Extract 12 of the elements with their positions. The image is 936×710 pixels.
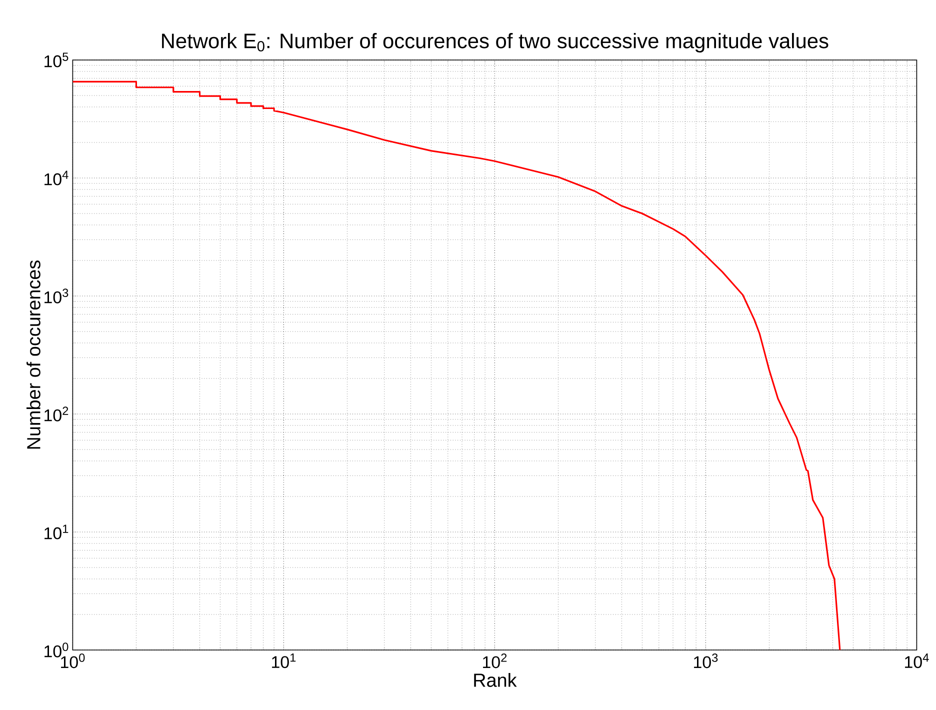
y-tick-label: 10$^{1}$	[44, 524, 68, 540]
y-tick-label: 10$^{3}$	[44, 288, 68, 304]
y-tick-label: 10$^{4}$	[44, 170, 68, 186]
x-tick-label: 10$^{4}$	[905, 654, 929, 668]
x-tick-label: 10$^{2}$	[483, 654, 507, 668]
x-tick-label: 10$^{1}$	[272, 654, 296, 668]
chart-title: Network E$_{0}$: Number of occurences of two successive magnitude values	[162, 33, 828, 52]
x-tick-label: 10$^{3}$	[694, 654, 718, 668]
x-axis-title: Rank	[474, 673, 517, 687]
y-tick-label: 10$^{2}$	[44, 406, 68, 422]
y-axis-title: Number of occurences	[26, 260, 40, 449]
y-tick-label: 10$^{5}$	[44, 52, 68, 68]
